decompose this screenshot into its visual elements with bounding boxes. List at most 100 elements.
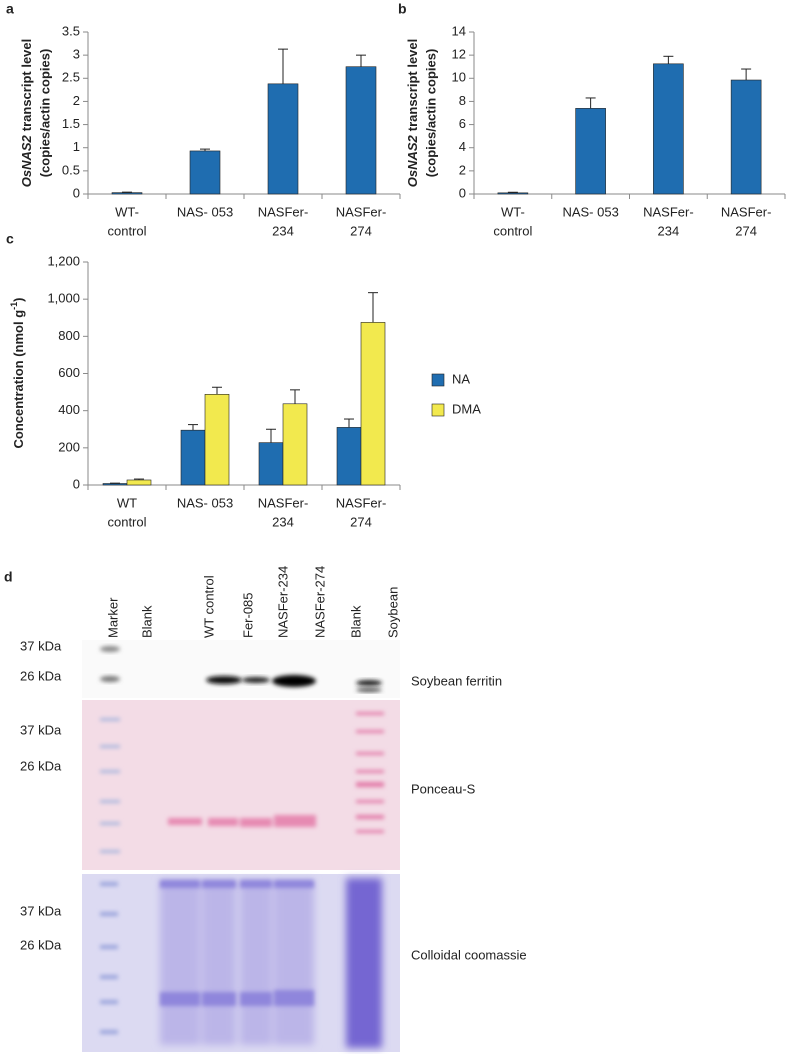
x-tick-label: NAS- 053 (562, 204, 618, 219)
y-axis-label-italic: OsNAS2 (19, 134, 34, 187)
bar (127, 480, 151, 485)
lane-label: Blank (139, 605, 154, 638)
y-axis-label: (copies/actin copies) (37, 49, 52, 178)
blot-name: Ponceau-S (411, 781, 476, 796)
y-tick-label: 3 (73, 47, 80, 62)
error-bar (508, 192, 518, 193)
y-tick-label: 0 (459, 185, 466, 200)
blot-image (82, 700, 400, 870)
x-tick-label: NASFer- (258, 204, 309, 219)
x-tick-label: WT- (501, 204, 525, 219)
x-tick-label: 274 (735, 223, 757, 238)
y-tick-label: 4 (459, 139, 466, 154)
error-bar (741, 69, 751, 80)
blot-image (82, 640, 400, 698)
x-tick-label: control (107, 223, 146, 238)
blot-image (82, 874, 400, 1052)
lane-label: Marker (105, 597, 120, 638)
y-axis-label-text: transcript level (405, 39, 420, 132)
blot-name: Colloidal coomassie (411, 947, 527, 962)
x-tick-label: WT- (115, 204, 139, 219)
y-axis-label: Concentration (nmol g-1) (9, 297, 26, 448)
bar (498, 193, 528, 194)
bar (268, 84, 298, 194)
x-tick-label: NASFer- (643, 204, 694, 219)
x-tick-label: NAS- 053 (177, 495, 233, 510)
error-bar (586, 98, 596, 108)
bar (103, 484, 127, 485)
bar (181, 430, 205, 485)
bar (731, 80, 761, 194)
y-tick-label: 200 (58, 439, 80, 454)
y-tick-label: 1,000 (47, 291, 80, 306)
x-tick-label: 234 (658, 223, 680, 238)
marker-label: 26 kDa (20, 937, 62, 952)
y-tick-label: 600 (58, 365, 80, 380)
y-axis-label-text: transcript level (19, 39, 34, 132)
y-tick-label: 0 (73, 185, 80, 200)
y-tick-label: 1,200 (47, 253, 80, 268)
bar (205, 394, 229, 485)
panel-label: a (6, 1, 14, 17)
y-axis-label-sup: -1 (9, 302, 19, 310)
lane-label: Fer-085 (240, 592, 255, 638)
error-bar (290, 390, 300, 404)
lane-label: Soybean (385, 587, 400, 638)
x-tick-label: NASFer- (336, 204, 387, 219)
lane-label: WT control (201, 575, 216, 638)
error-bar (368, 293, 378, 323)
marker-label: 37 kDa (20, 638, 62, 653)
panel-label: c (6, 231, 14, 247)
x-tick-label: 274 (350, 223, 372, 238)
y-tick-label: 800 (58, 328, 80, 343)
error-bar (663, 56, 673, 64)
bar (576, 108, 606, 194)
y-axis-label-italic: OsNAS2 (405, 134, 420, 187)
legend-swatch (432, 404, 444, 416)
marker-label: 26 kDa (20, 668, 62, 683)
y-tick-label: 0 (73, 476, 80, 491)
y-axis-label: OsNAS2 transcript level (19, 39, 34, 188)
legend-label: NA (452, 371, 470, 386)
marker-label: 37 kDa (20, 722, 62, 737)
bar (337, 427, 361, 485)
y-tick-label: 2 (73, 93, 80, 108)
y-axis-label-text: Concentration (nmol g (11, 310, 26, 449)
lane-label: NASFer-274 (312, 566, 327, 638)
y-tick-label: 3.5 (62, 23, 80, 38)
x-tick-label: control (107, 514, 146, 529)
y-tick-label: 6 (459, 116, 466, 131)
x-tick-label: NASFer- (721, 204, 772, 219)
y-axis-label-text: ) (11, 297, 26, 301)
error-bar (356, 55, 366, 67)
x-tick-label: 274 (350, 514, 372, 529)
bar (653, 64, 683, 194)
y-axis-label: (copies/actin copies) (423, 49, 438, 178)
bar (283, 404, 307, 485)
legend-swatch (432, 374, 444, 386)
error-bar (266, 429, 276, 442)
panel-label: d (4, 569, 13, 585)
error-bar (188, 425, 198, 431)
marker-label: 37 kDa (20, 903, 62, 918)
x-tick-label: WT (117, 495, 137, 510)
y-tick-label: 2 (459, 162, 466, 177)
bar (346, 67, 376, 194)
y-tick-label: 0.5 (62, 162, 80, 177)
bar (190, 151, 220, 194)
y-tick-label: 1 (73, 139, 80, 154)
bar (259, 443, 283, 485)
panel-label: b (398, 1, 407, 17)
legend-label: DMA (452, 401, 481, 416)
y-tick-label: 2.5 (62, 70, 80, 85)
panel-d: d Marker Blank WT control Fer-085 NASFer… (4, 566, 527, 1052)
error-bar (344, 419, 354, 427)
lane-label: Blank (348, 605, 363, 638)
y-tick-label: 12 (452, 47, 466, 62)
y-tick-label: 400 (58, 402, 80, 417)
y-axis-label: OsNAS2 transcript level (405, 39, 420, 188)
y-tick-label: 14 (452, 23, 466, 38)
x-tick-label: NASFer- (336, 495, 387, 510)
y-tick-label: 1.5 (62, 116, 80, 131)
